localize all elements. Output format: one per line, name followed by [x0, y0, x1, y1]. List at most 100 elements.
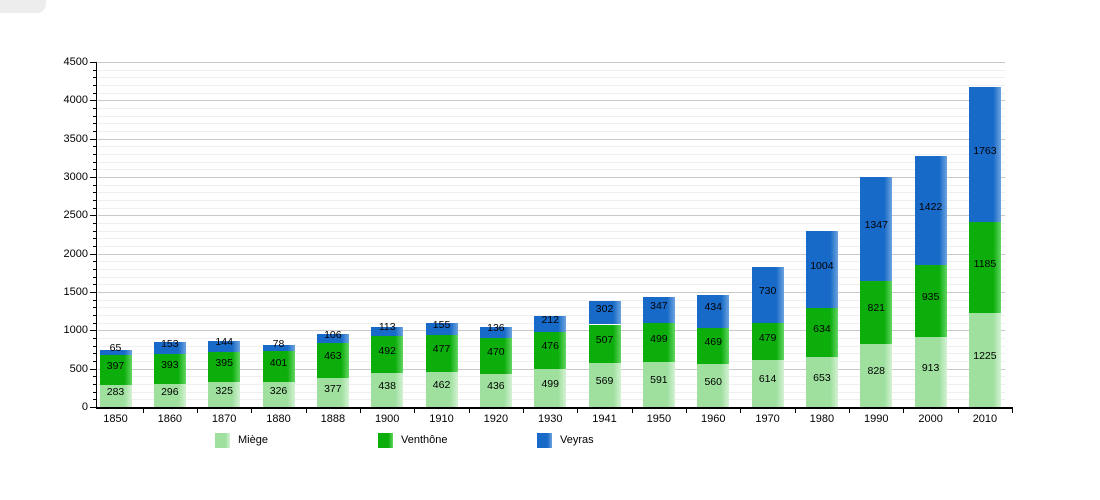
x-axis-tick	[686, 409, 688, 413]
bar-value-label: 401	[269, 356, 288, 369]
bar-segment-miège	[316, 378, 349, 407]
bar-segment-venthône	[425, 335, 458, 372]
gridline-minor	[98, 223, 1005, 224]
y-axis-minor-tick	[93, 131, 97, 132]
y-axis-tick-label: 1500	[63, 286, 88, 298]
legend-swatch-icon	[378, 433, 393, 448]
x-axis-tick-label: 1870	[211, 413, 237, 425]
gridline-major	[98, 292, 1005, 293]
bar-value-label: 212	[541, 314, 559, 327]
bar-segment-miège	[968, 313, 1001, 407]
bar-value-label: 560	[704, 375, 722, 388]
gridline-minor	[98, 184, 1005, 186]
x-axis-tick	[360, 409, 362, 413]
bar-value-label: 730	[758, 285, 777, 298]
bar-segment-miège	[860, 343, 893, 407]
bar-value-label: 462	[432, 379, 451, 392]
bar-segment-veyras	[860, 177, 893, 281]
y-axis-tick-label: 1000	[63, 324, 88, 337]
y-axis-minor-tick	[93, 361, 97, 362]
bar-segment-veyras	[208, 340, 241, 352]
bar-segment-venthône	[860, 280, 893, 344]
y-axis-minor-tick	[93, 192, 97, 194]
bar-segment-venthône	[588, 324, 621, 364]
bar-segment-veyras	[316, 334, 349, 343]
bar-value-label: 325	[215, 384, 233, 397]
bar-segment-veyras	[479, 327, 512, 338]
y-axis-tick-label: 3000	[63, 171, 88, 183]
bar-value-label: 78	[272, 338, 285, 351]
y-axis-minor-tick	[93, 169, 97, 171]
x-axis-tick	[305, 409, 307, 413]
y-axis-minor-tick	[93, 161, 97, 163]
gridline-major	[98, 138, 1005, 140]
bar-segment-venthône	[208, 351, 241, 383]
x-axis-tick	[251, 409, 253, 413]
bar-segment-venthône	[153, 354, 186, 385]
bar-segment-veyras	[805, 231, 838, 309]
bar-segment-miège	[99, 385, 132, 407]
x-axis-tick	[631, 409, 633, 413]
x-axis-tick-label: 1950	[646, 413, 672, 425]
gridline-minor	[98, 207, 1005, 209]
bar-value-label: 507	[595, 333, 614, 346]
y-axis-minor-tick	[93, 399, 97, 401]
bar-value-label: 436	[487, 380, 505, 393]
bar-value-label: 136	[487, 322, 505, 335]
x-axis-line	[96, 407, 1013, 409]
x-axis-tick-label: 1860	[157, 413, 183, 425]
legend-swatch-icon	[215, 433, 230, 448]
y-axis-minor-tick	[93, 69, 97, 71]
gridline-minor	[98, 192, 1005, 194]
bar-segment-venthône	[751, 323, 784, 360]
y-axis-minor-tick	[93, 154, 97, 155]
bar-value-label: 106	[324, 328, 342, 341]
gridline-minor	[98, 131, 1005, 132]
bar-segment-veyras	[914, 156, 947, 266]
bar-value-label: 434	[704, 301, 722, 314]
y-axis-tick-label: 4000	[63, 94, 88, 107]
y-axis-minor-tick	[93, 276, 97, 278]
bar-segment-miège	[751, 359, 784, 407]
bar-value-label: 492	[378, 344, 396, 357]
bar-value-label: 326	[269, 384, 288, 397]
gridline-major	[98, 62, 1005, 63]
gridline-minor	[98, 115, 1005, 117]
bar-value-label: 155	[432, 319, 451, 332]
bar-segment-veyras	[262, 345, 295, 352]
x-axis-tick	[740, 409, 742, 413]
y-axis-minor-tick	[93, 238, 97, 240]
y-axis-major-tick	[90, 100, 97, 102]
bar-segment-veyras	[534, 315, 567, 333]
y-axis-tick-label: 3500	[63, 132, 88, 145]
gridline-minor	[98, 169, 1005, 171]
bar-segment-miège	[642, 361, 675, 407]
x-axis-tick	[794, 409, 796, 413]
gridline-minor	[98, 238, 1005, 240]
bar-value-label: 395	[215, 356, 233, 369]
bar-segment-veyras	[697, 294, 730, 329]
y-axis-minor-tick	[93, 146, 97, 148]
bar-value-label: 397	[106, 360, 125, 373]
bar-value-label: 614	[758, 373, 777, 386]
bar-value-label: 1763	[973, 144, 997, 157]
x-axis-tick	[577, 409, 579, 413]
y-axis-minor-tick	[93, 299, 97, 301]
y-axis-tick-label: 500	[69, 362, 88, 375]
gridline-minor	[98, 299, 1005, 301]
x-axis-tick-label: 1990	[864, 413, 889, 425]
legend-label: Miège	[238, 434, 268, 446]
y-axis-minor-tick	[93, 261, 97, 263]
x-axis-tick	[523, 409, 525, 413]
gridline-minor	[98, 77, 1005, 79]
bar-value-label: 479	[758, 331, 777, 344]
y-axis-minor-tick	[93, 376, 97, 378]
y-axis-minor-tick	[93, 230, 97, 232]
x-axis-tick-label: 1960	[700, 413, 726, 425]
y-axis-minor-tick	[93, 315, 97, 316]
bar-segment-miège	[371, 373, 404, 407]
bar-segment-venthône	[642, 323, 675, 362]
y-axis-major-tick	[90, 253, 97, 255]
y-axis-minor-tick	[93, 123, 97, 125]
gridline-minor	[98, 315, 1005, 316]
